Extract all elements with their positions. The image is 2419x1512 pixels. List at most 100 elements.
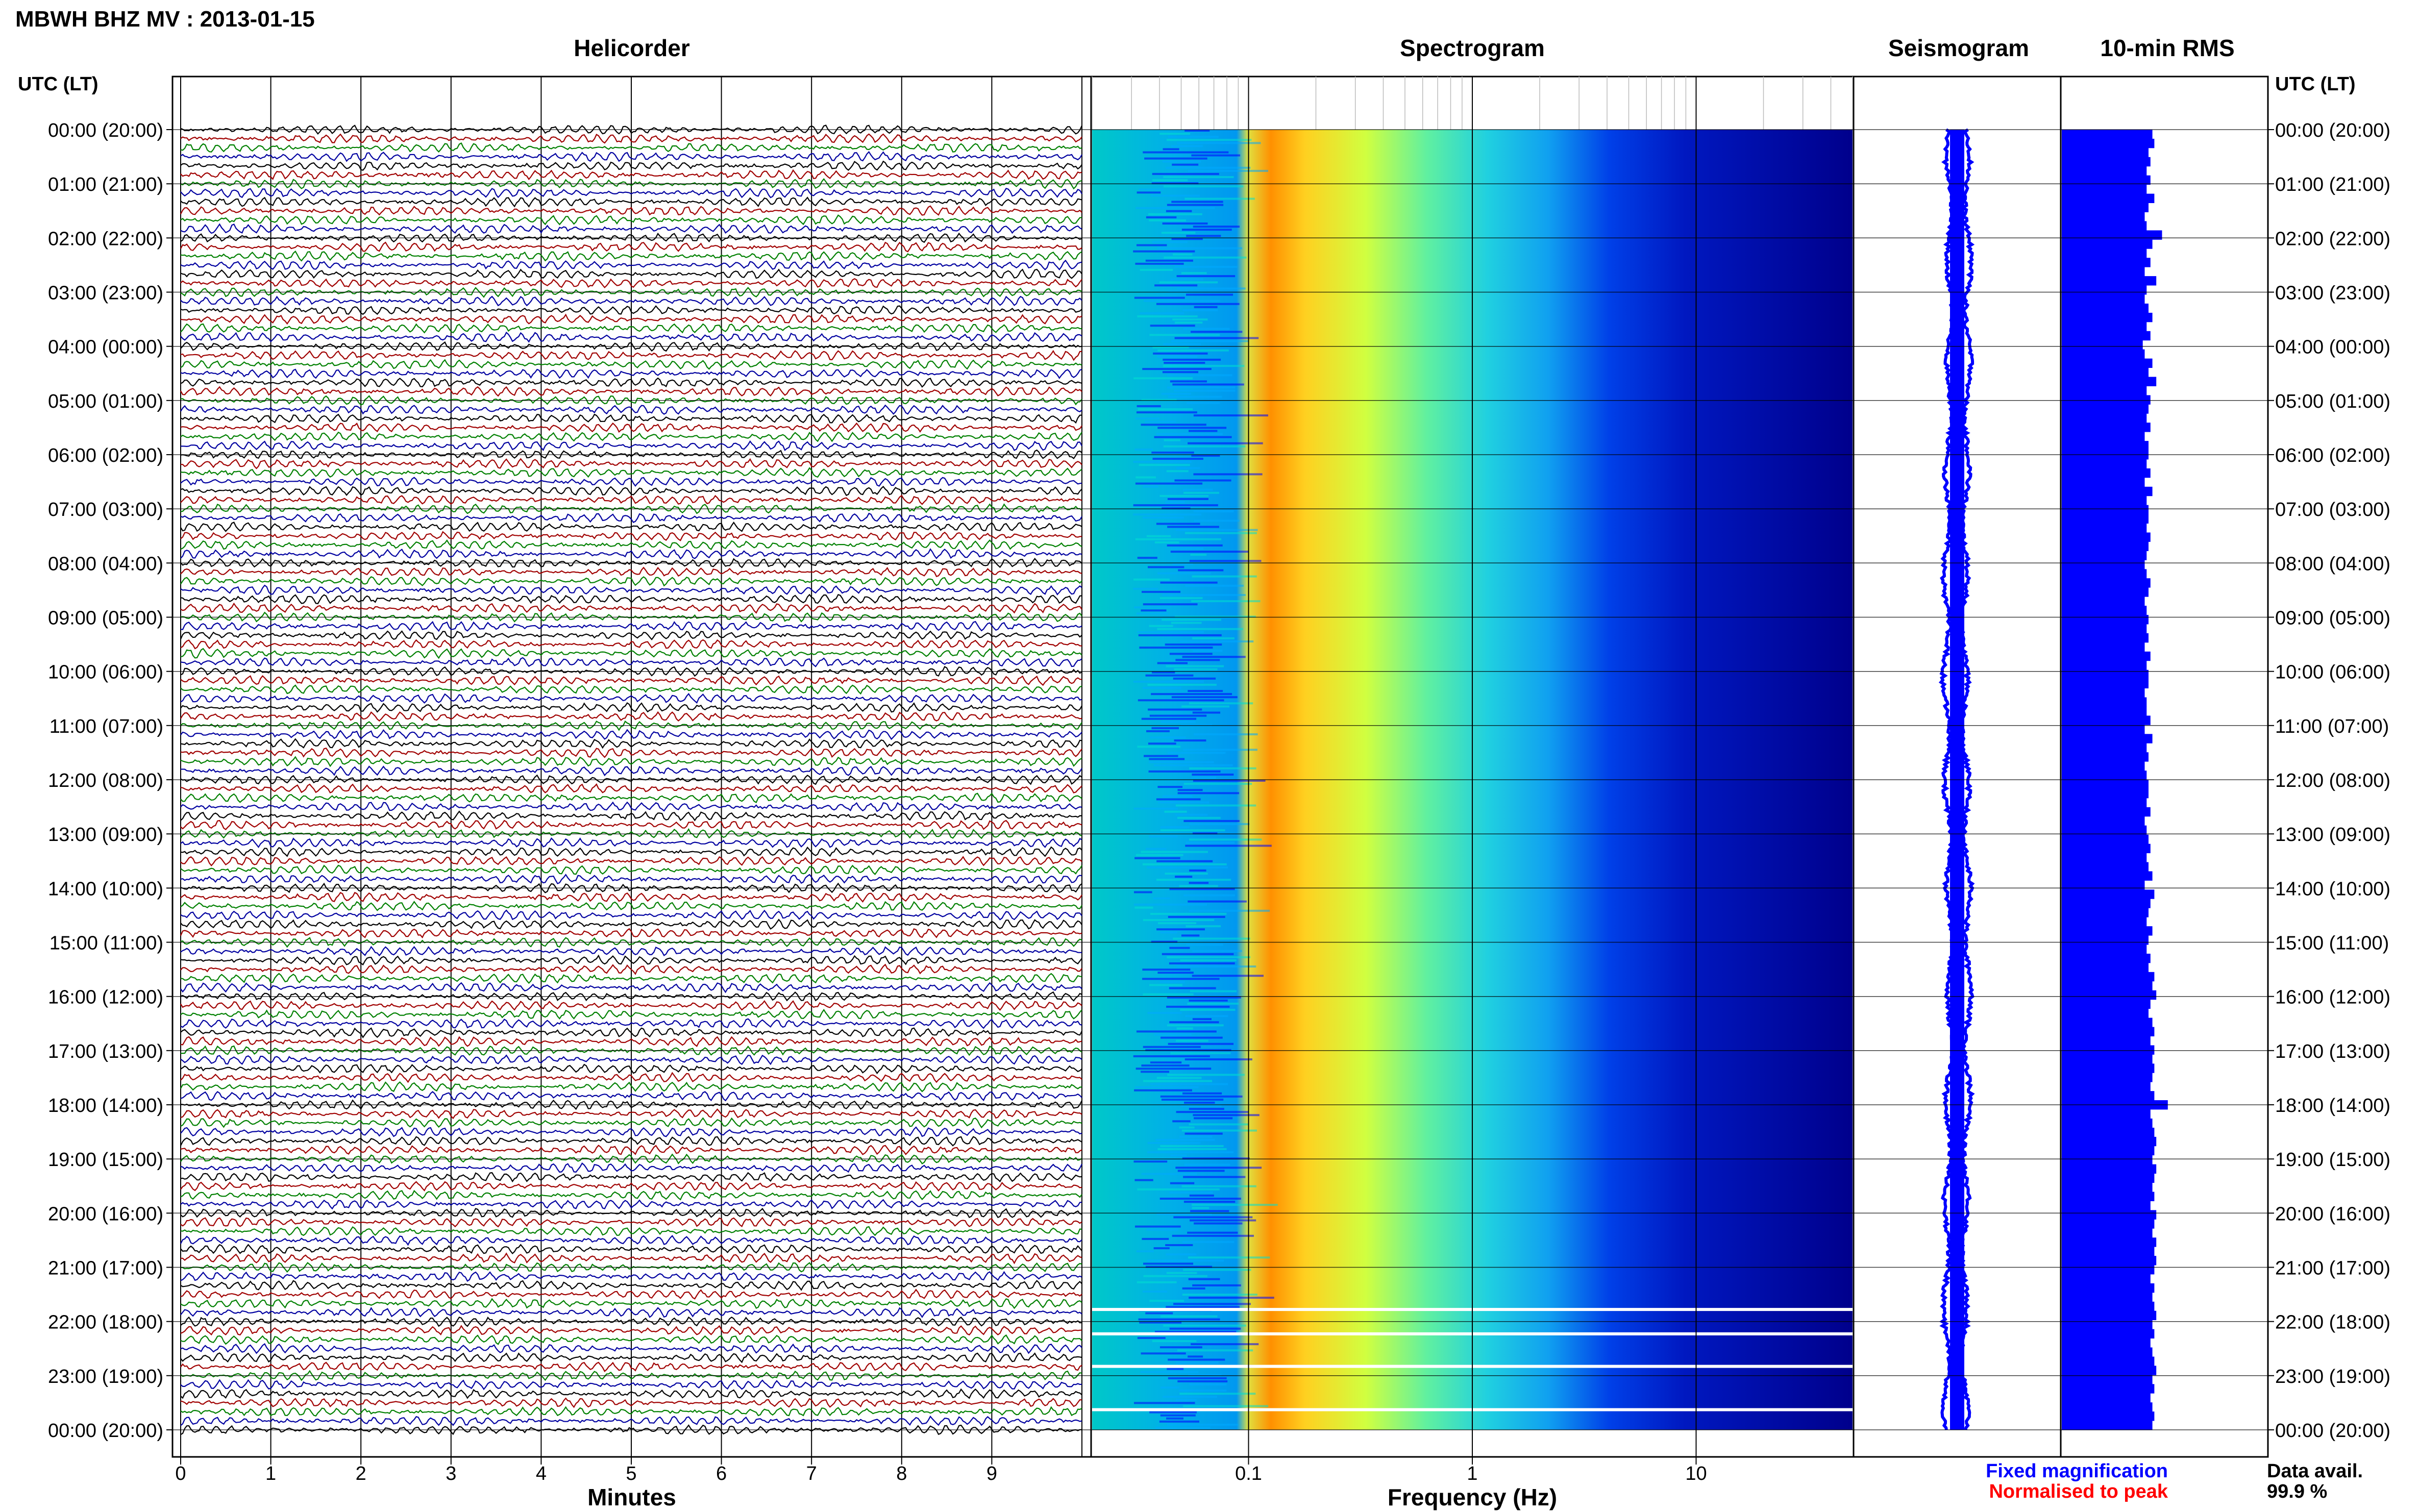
spectrogram-texture bbox=[1140, 312, 1184, 314]
rms-bar bbox=[2062, 157, 2151, 167]
spectrogram-texture bbox=[1134, 1089, 1192, 1092]
spectrogram-texture bbox=[1192, 1018, 1212, 1021]
rms-bar bbox=[2062, 532, 2151, 542]
spectrogram-texture bbox=[1154, 1033, 1192, 1036]
helicorder-trace bbox=[180, 954, 1082, 966]
rms-bar bbox=[2062, 221, 2147, 231]
spectrogram-texture bbox=[1170, 551, 1248, 553]
rms-bar bbox=[2062, 130, 2153, 139]
time-label-right: 21:00 (17:00) bbox=[2275, 1258, 2390, 1279]
time-label-right: 20:00 (16:00) bbox=[2275, 1203, 2390, 1225]
time-label-right: 11:00 (07:00) bbox=[2275, 716, 2389, 737]
spectrogram-texture bbox=[1137, 315, 1198, 317]
spectrogram-texture bbox=[1133, 891, 1152, 894]
time-label-right: 19:00 (15:00) bbox=[2275, 1149, 2390, 1171]
spectrogram-texture bbox=[1167, 374, 1232, 377]
time-label-right: 15:00 (11:00) bbox=[2275, 933, 2389, 954]
rms-bar bbox=[2062, 844, 2151, 853]
spectrogram-texture bbox=[1159, 597, 1203, 600]
rms-bar bbox=[2062, 569, 2147, 579]
rms-bar bbox=[2062, 1063, 2155, 1073]
spectrogram-texture bbox=[1160, 1145, 1224, 1147]
helicorder-trace bbox=[180, 521, 1082, 532]
spectrogram-texture bbox=[1194, 519, 1240, 522]
spectrogram-texture bbox=[1146, 730, 1170, 732]
frequency-tick-label: 1 bbox=[1467, 1463, 1477, 1484]
spectrogram-texture bbox=[1190, 1210, 1229, 1212]
helicorder-trace bbox=[180, 1406, 1082, 1417]
helicorder-trace bbox=[180, 810, 1082, 822]
spectrogram-texture bbox=[1191, 600, 1261, 603]
rms-bar bbox=[2062, 1338, 2151, 1348]
spectrogram-texture bbox=[1194, 306, 1218, 308]
rms-bar bbox=[2062, 1045, 2155, 1055]
helicorder-trace bbox=[180, 1361, 1082, 1372]
helicorder-trace bbox=[180, 1334, 1082, 1345]
spectrogram-texture bbox=[1135, 262, 1184, 265]
spectrogram-texture bbox=[1188, 1278, 1220, 1280]
helicorder-trace bbox=[180, 539, 1082, 551]
spectrogram-texture bbox=[1166, 139, 1252, 141]
spectrogram-texture bbox=[1167, 526, 1219, 528]
spectrogram-texture bbox=[1177, 1170, 1225, 1172]
helicorder-trace bbox=[180, 323, 1082, 334]
spectrogram-texture bbox=[1159, 133, 1191, 135]
helicorder-trace bbox=[180, 331, 1082, 343]
spectrogram-texture bbox=[1136, 1250, 1154, 1253]
rms-bar bbox=[2062, 321, 2147, 332]
rms-bar bbox=[2062, 725, 2145, 734]
spectrogram-texture bbox=[1143, 1275, 1207, 1277]
rms-bar bbox=[2062, 358, 2153, 368]
fixed-magnification-label: Fixed magnification bbox=[1986, 1460, 2168, 1482]
spectrogram-texture bbox=[1143, 300, 1220, 302]
spectrogram-texture bbox=[1156, 523, 1200, 525]
spectrogram-texture bbox=[1163, 365, 1245, 367]
spectrogram-texture bbox=[1168, 1377, 1227, 1379]
spectrogram-texture bbox=[1184, 1132, 1223, 1135]
data-avail-value: 99.9 % bbox=[2267, 1481, 2327, 1502]
spectrogram-texture bbox=[1144, 755, 1178, 757]
rms-bar bbox=[2062, 606, 2147, 615]
spectrogram-texture bbox=[1147, 1151, 1234, 1153]
helicorder-trace bbox=[180, 1189, 1082, 1201]
spectrogram-texture bbox=[1162, 795, 1193, 798]
rms-bar bbox=[2062, 1320, 2153, 1330]
spectrogram-texture bbox=[1136, 1068, 1212, 1070]
time-label-left: 06:00 (02:00) bbox=[48, 445, 163, 466]
rms-bar bbox=[2062, 1274, 2151, 1284]
rms-bar bbox=[2062, 651, 2151, 661]
minute-tick-label: 2 bbox=[356, 1463, 366, 1484]
spectrogram-texture bbox=[1161, 392, 1192, 395]
spectrogram-texture bbox=[1174, 668, 1218, 671]
spectrogram-texture bbox=[1161, 1386, 1179, 1389]
spectrogram-texture bbox=[1133, 1402, 1195, 1404]
spectrogram-texture bbox=[1149, 835, 1178, 838]
spectrogram-texture bbox=[1177, 287, 1246, 290]
helicorder-trace bbox=[180, 313, 1082, 325]
time-label-right: 06:00 (02:00) bbox=[2275, 445, 2390, 466]
helicorder-trace bbox=[180, 928, 1082, 938]
spectrogram-texture bbox=[1143, 1262, 1194, 1265]
helicorder-trace bbox=[180, 1325, 1082, 1336]
minute-tick-label: 9 bbox=[986, 1463, 997, 1484]
spectrogram-texture bbox=[1150, 325, 1195, 327]
spectrogram-texture bbox=[1164, 256, 1247, 259]
spectrogram-texture bbox=[1179, 1126, 1195, 1129]
rms-bar bbox=[2062, 1219, 2155, 1229]
spectrogram-texture bbox=[1144, 157, 1207, 160]
spectrogram-texture bbox=[1168, 1043, 1234, 1045]
helicorder-trace bbox=[180, 1172, 1082, 1183]
spectrogram-texture bbox=[1139, 188, 1164, 191]
time-label-left: 00:00 (20:00) bbox=[48, 120, 163, 141]
spectrogram-texture bbox=[1169, 653, 1213, 655]
spectrogram-texture bbox=[1181, 705, 1229, 708]
rms-bar bbox=[2062, 1018, 2153, 1027]
spectrogram-texture bbox=[1145, 420, 1176, 423]
spectrogram-texture bbox=[1181, 272, 1207, 275]
spectrogram-texture bbox=[1137, 1188, 1220, 1191]
spectrogram-texture bbox=[1149, 1411, 1197, 1414]
rms-bar bbox=[2062, 193, 2155, 203]
spectrogram-texture bbox=[1194, 1117, 1233, 1120]
helicorder-trace bbox=[180, 665, 1082, 677]
left-time-labels: 00:00 (20:00) 01:00 (21:00) 02:00 (22:00) 0… bbox=[48, 120, 172, 1442]
